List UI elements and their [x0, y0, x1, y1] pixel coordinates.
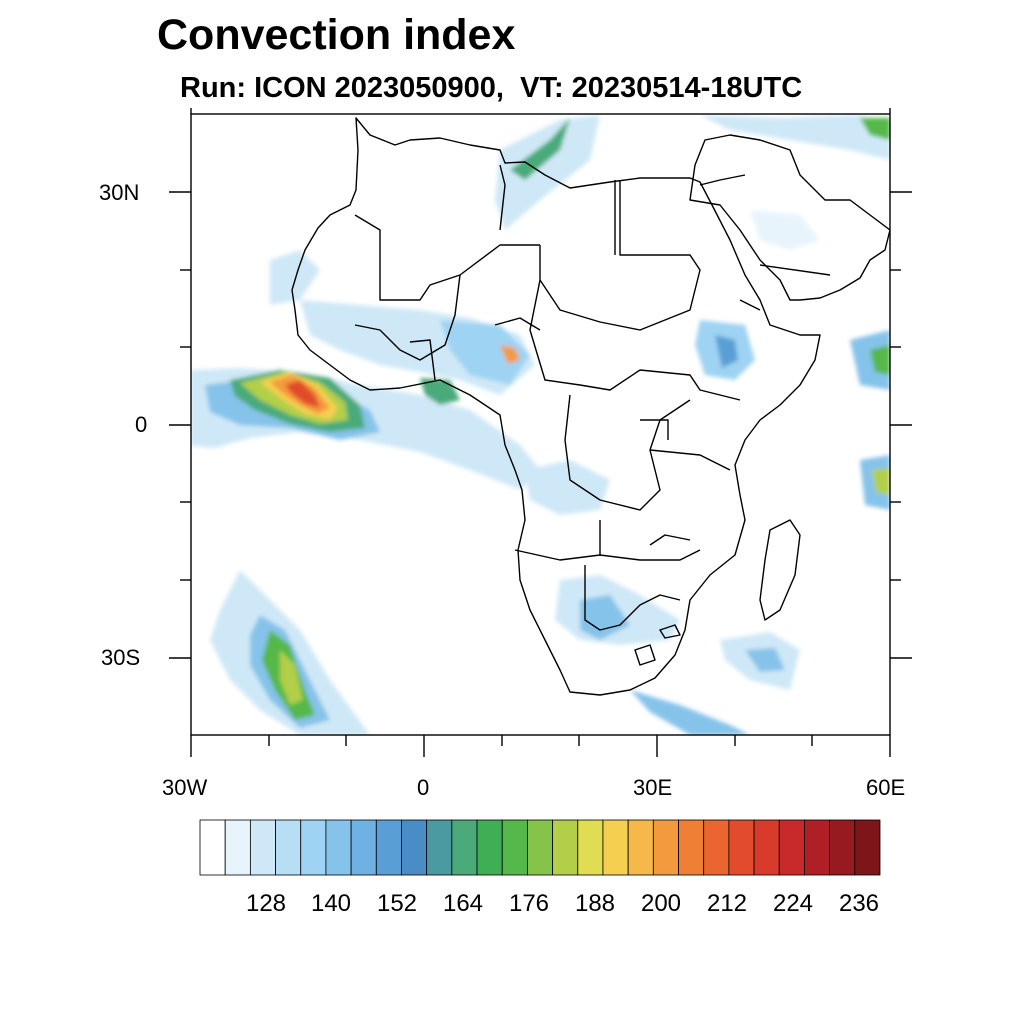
- colorbar-swatch: [527, 819, 553, 876]
- x-tick-label: 0: [417, 775, 430, 800]
- colorbar-swatch: [275, 819, 302, 876]
- colorbar-swatch: [552, 819, 579, 876]
- x-tick-label: 60E: [866, 775, 906, 800]
- colorbar-swatch: [652, 819, 679, 876]
- colorbar-swatch: [451, 819, 478, 876]
- y-tick-label: 0: [135, 412, 148, 437]
- x-tick-label: 30E: [633, 775, 673, 800]
- colorbar-swatch: [300, 819, 327, 876]
- colorbar-swatch: [350, 819, 377, 876]
- colorbar-label: 200: [640, 890, 682, 917]
- colorbar-label: 140: [310, 890, 352, 917]
- colorbar-swatch: [325, 819, 352, 876]
- colorbar-swatch: [778, 819, 805, 876]
- colorbar-swatch: [602, 819, 629, 876]
- colorbar-swatch: [577, 819, 604, 876]
- convection-field: [191, 114, 890, 735]
- colorbar-label: 212: [706, 890, 748, 917]
- y-tick-label: 30N: [99, 180, 140, 205]
- colorbar-label: 164: [442, 890, 484, 917]
- colorbar-swatch: [375, 819, 402, 876]
- colorbar-swatch: [804, 819, 831, 876]
- x-tick-label: 30W: [162, 775, 208, 800]
- colorbar-swatch: [728, 819, 755, 876]
- colorbar-label: 128: [245, 890, 287, 917]
- colorbar-label: 188: [574, 890, 616, 917]
- colorbar-swatch: [476, 819, 503, 876]
- colorbar: [199, 819, 881, 876]
- colorbar-swatch: [854, 819, 881, 876]
- colorbar-label: 224: [772, 890, 814, 917]
- colorbar-swatch: [426, 819, 453, 876]
- colorbar-label: 236: [838, 890, 880, 917]
- colorbar-swatch: [224, 819, 251, 876]
- colorbar-swatch: [501, 819, 528, 876]
- map-subtitle: Run: ICON 2023050900, VT: 20230514-18UTC: [180, 72, 803, 104]
- colorbar-swatch: [703, 819, 730, 876]
- colorbar-swatch: [401, 819, 428, 876]
- axis-ticks: [169, 108, 912, 757]
- colorbar-label: 176: [508, 890, 550, 917]
- colorbar-swatch: [678, 819, 705, 876]
- colorbar-swatch: [829, 819, 856, 876]
- colorbar-swatch: [199, 819, 226, 876]
- map-title: Convection index: [157, 11, 516, 59]
- colorbar-swatch: [249, 819, 276, 876]
- y-tick-label: 30S: [101, 645, 141, 670]
- colorbar-swatch: [753, 819, 780, 876]
- colorbar-swatch: [627, 819, 654, 876]
- colorbar-label: 152: [376, 890, 418, 917]
